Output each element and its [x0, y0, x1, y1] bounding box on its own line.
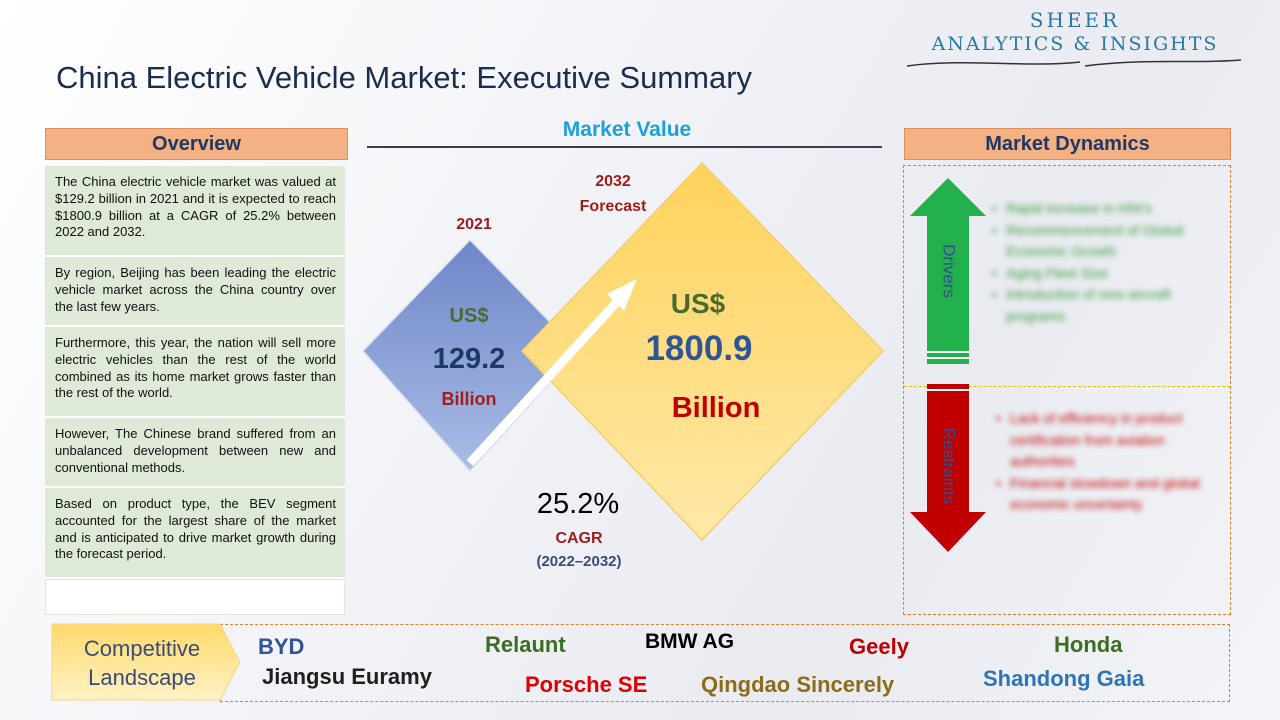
market-value-diagram: 2021 US$ 129.2 Billion 2032 Forecast US$… — [361, 161, 885, 570]
overview-blank-row — [45, 579, 345, 615]
company-geely: Geely — [849, 634, 909, 659]
dynamics-header: Market Dynamics — [904, 128, 1231, 160]
drivers-arrow-icon — [910, 178, 986, 364]
company-byd: BYD — [258, 634, 305, 659]
market-value-title: Market Value — [562, 118, 692, 141]
value-2021: 129.2 — [433, 343, 506, 375]
competitive-label-line2: Landscape — [88, 665, 196, 690]
dynamics-arrows: Drivers Restraints — [910, 178, 986, 552]
company-bmw: BMW AG — [645, 630, 735, 653]
unit-right: Billion — [672, 392, 761, 424]
currency-right: US$ — [671, 288, 726, 319]
year-2021: 2021 — [456, 216, 492, 233]
company-relaunt: Relaunt — [485, 632, 566, 657]
driver-item: Introduction of new aircraft programs — [992, 284, 1222, 327]
competitive-label-line1: Competitive — [83, 636, 201, 661]
diamond-2021 — [361, 238, 580, 473]
overview-item: Furthermore, this year, the nation will … — [45, 327, 345, 418]
diamond-2032 — [520, 161, 885, 542]
cagr-period: (2022–2032) — [536, 553, 621, 570]
overview-header: Overview — [45, 128, 348, 160]
competitive-tag-shape — [51, 623, 241, 701]
brand-logo: SHEER ANALYTICS & INSIGHTS — [900, 8, 1250, 70]
company-honda: Honda — [1054, 632, 1123, 657]
currency-left: US$ — [450, 305, 489, 327]
brand-line2: ANALYTICS & INSIGHTS — [931, 33, 1219, 55]
restraints-arrow-icon — [910, 384, 986, 552]
overview-item: By region, Beijing has been leading the … — [45, 257, 345, 327]
driver-item: Rapid increase in HNI's — [992, 198, 1222, 220]
company-qingdao-sincerely: Qingdao Sincerely — [701, 672, 895, 697]
company-porsche: Porsche SE — [525, 672, 648, 697]
restraint-item: Lack of efficiency in product certificat… — [996, 408, 1224, 473]
overview-item: Based on product type, the BEV segment a… — [45, 488, 345, 579]
dynamics-panel — [903, 165, 1231, 615]
brand-swash-icon — [906, 59, 1242, 67]
restraint-item: Financial slowdown and global economic u… — [996, 473, 1224, 516]
overview-list: The China electric vehicle market was va… — [45, 166, 345, 615]
overview-item: The China electric vehicle market was va… — [45, 166, 345, 257]
market-value-rule — [367, 146, 882, 148]
driver-item: Recommencement of Global Economic Growth — [992, 220, 1222, 263]
company-jiangsu-euramy: Jiangsu Euramy — [262, 664, 432, 689]
dynamics-divider — [904, 386, 1230, 387]
year-2032: 2032 — [595, 173, 631, 190]
company-shandong-gaia: Shandong Gaia — [983, 666, 1145, 691]
competitive-label: Competitive Landscape — [62, 634, 222, 692]
drivers-label: Drivers — [940, 244, 959, 298]
growth-arrowhead-icon — [607, 279, 637, 311]
value-2032: 1800.9 — [645, 329, 752, 368]
brand-line1: SHEER — [1029, 8, 1121, 32]
unit-left: Billion — [442, 389, 497, 409]
page-title: China Electric Vehicle Market: Executive… — [56, 60, 753, 95]
restraints-list: Lack of efficiency in product certificat… — [996, 408, 1224, 516]
driver-item: Aging Fleet Size — [992, 263, 1222, 285]
year-2032-forecast: Forecast — [580, 198, 647, 215]
cagr-value: 25.2% — [537, 488, 619, 520]
restraints-label: Restraints — [940, 428, 959, 505]
growth-arrow-icon — [466, 289, 629, 467]
cagr-label: CAGR — [555, 530, 603, 547]
drivers-list: Rapid increase in HNI's Recommencement o… — [992, 198, 1222, 327]
overview-item: However, The Chinese brand suffered from… — [45, 418, 345, 488]
